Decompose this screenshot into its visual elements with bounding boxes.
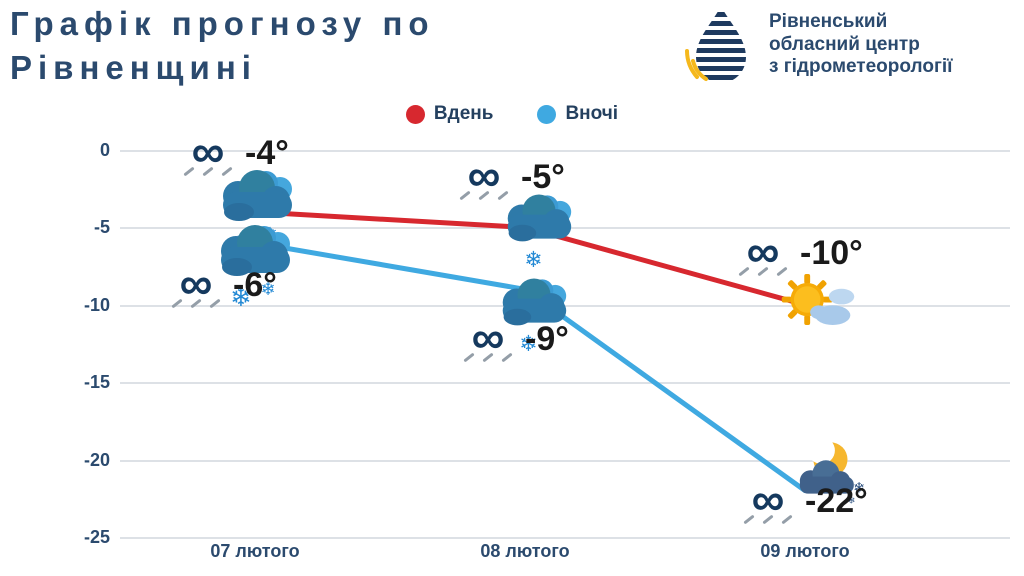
- y-tick-label: -20: [83, 449, 110, 470]
- wind-glyph: ∞: [751, 472, 785, 525]
- x-tick-label: 08 лютого: [480, 541, 570, 561]
- page-title-line2: Рівненщині: [10, 48, 257, 86]
- night3-temperature: -22°: [805, 482, 868, 520]
- hatch-marks: [463, 352, 513, 362]
- day2-snow-cloud-icon: [493, 188, 585, 280]
- day-legend-label: Вдень: [433, 103, 494, 124]
- drifting-snow-icon: ∞: [735, 224, 791, 277]
- legend-item-day: Вдень: [405, 103, 494, 125]
- day-legend-dot: [405, 104, 425, 124]
- day1-temperature: -4°: [245, 134, 289, 172]
- chart-legend: Вдень Вночі: [0, 103, 1024, 125]
- day3-temperature: -10°: [800, 234, 863, 272]
- hatch-marks: [738, 266, 788, 276]
- legend-item-night: Вночі: [537, 103, 618, 125]
- wind-glyph: ∞: [179, 256, 213, 309]
- drifting-snow-icon: ∞: [168, 256, 224, 309]
- x-tick-label: 07 лютого: [210, 541, 300, 561]
- gridline: [120, 382, 1010, 385]
- night2-temperature: -9°: [525, 320, 569, 358]
- org-name-line1: Рівненський: [769, 10, 888, 32]
- org-name: Рівненський обласний центр з гідрометеор…: [769, 11, 953, 79]
- y-tick-label: -15: [83, 372, 110, 393]
- hydromet-drop-logo-icon: [685, 6, 746, 83]
- org-name-line3: з гідрометеорології: [769, 56, 953, 78]
- hatch-marks: [459, 190, 509, 200]
- hatch-marks: [183, 166, 233, 176]
- page-title: Графік прогнозу по Рівненщині: [10, 2, 435, 89]
- wind-glyph: ∞: [746, 224, 780, 277]
- night-legend-dot: [537, 104, 557, 124]
- day2-condition: ∞ -5°: [456, 148, 565, 201]
- night-legend-label: Вночі: [565, 103, 619, 124]
- y-tick-label: -25: [83, 527, 110, 547]
- wind-glyph: ∞: [471, 310, 505, 363]
- y-tick-label: 0: [99, 140, 110, 160]
- wind-glyph: ∞: [191, 124, 225, 177]
- y-tick-label: -10: [83, 294, 110, 315]
- drifting-snow-icon: ∞: [740, 472, 796, 525]
- day3-condition: ∞ -10°: [735, 224, 863, 277]
- org-name-line2: обласний центр: [769, 33, 920, 55]
- drifting-snow-icon: ∞: [456, 148, 512, 201]
- night1-temperature: -6°: [233, 266, 277, 304]
- day3-sun-clouds-icon: [768, 266, 866, 335]
- hatch-marks: [743, 514, 793, 524]
- night3-condition: ∞ -22°: [740, 472, 868, 525]
- hatch-marks: [171, 298, 221, 308]
- wind-glyph: ∞: [467, 148, 501, 201]
- gridline: [120, 459, 1010, 462]
- gridline: [120, 537, 1010, 539]
- gridline: [120, 150, 1010, 152]
- drifting-snow-icon: ∞: [460, 310, 516, 363]
- page-title-line1: Графік прогнозу по: [10, 5, 435, 42]
- night2-condition: ∞ -9°: [460, 310, 569, 363]
- day1-condition: ∞ -4°: [180, 124, 289, 177]
- x-tick-label: 09 лютого: [760, 541, 850, 561]
- day2-temperature: -5°: [521, 158, 565, 196]
- org-brand: Рівненський обласний центр з гідрометеор…: [684, 4, 953, 86]
- night1-condition: ∞ -6°: [168, 256, 277, 309]
- drifting-snow-icon: ∞: [180, 124, 236, 177]
- y-tick-label: -5: [93, 217, 110, 238]
